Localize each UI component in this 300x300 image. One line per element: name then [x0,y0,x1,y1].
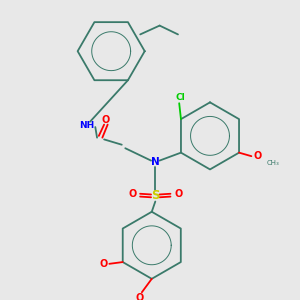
Text: S: S [151,189,160,203]
Text: O: O [174,189,182,199]
Text: O: O [135,293,143,300]
Text: O: O [128,189,136,199]
Text: O: O [99,259,107,269]
Text: NH: NH [79,121,94,130]
Text: Cl: Cl [176,93,185,102]
Text: O: O [102,115,110,125]
Text: O: O [253,151,262,161]
Text: N: N [151,158,160,167]
Text: CH₃: CH₃ [267,160,279,166]
